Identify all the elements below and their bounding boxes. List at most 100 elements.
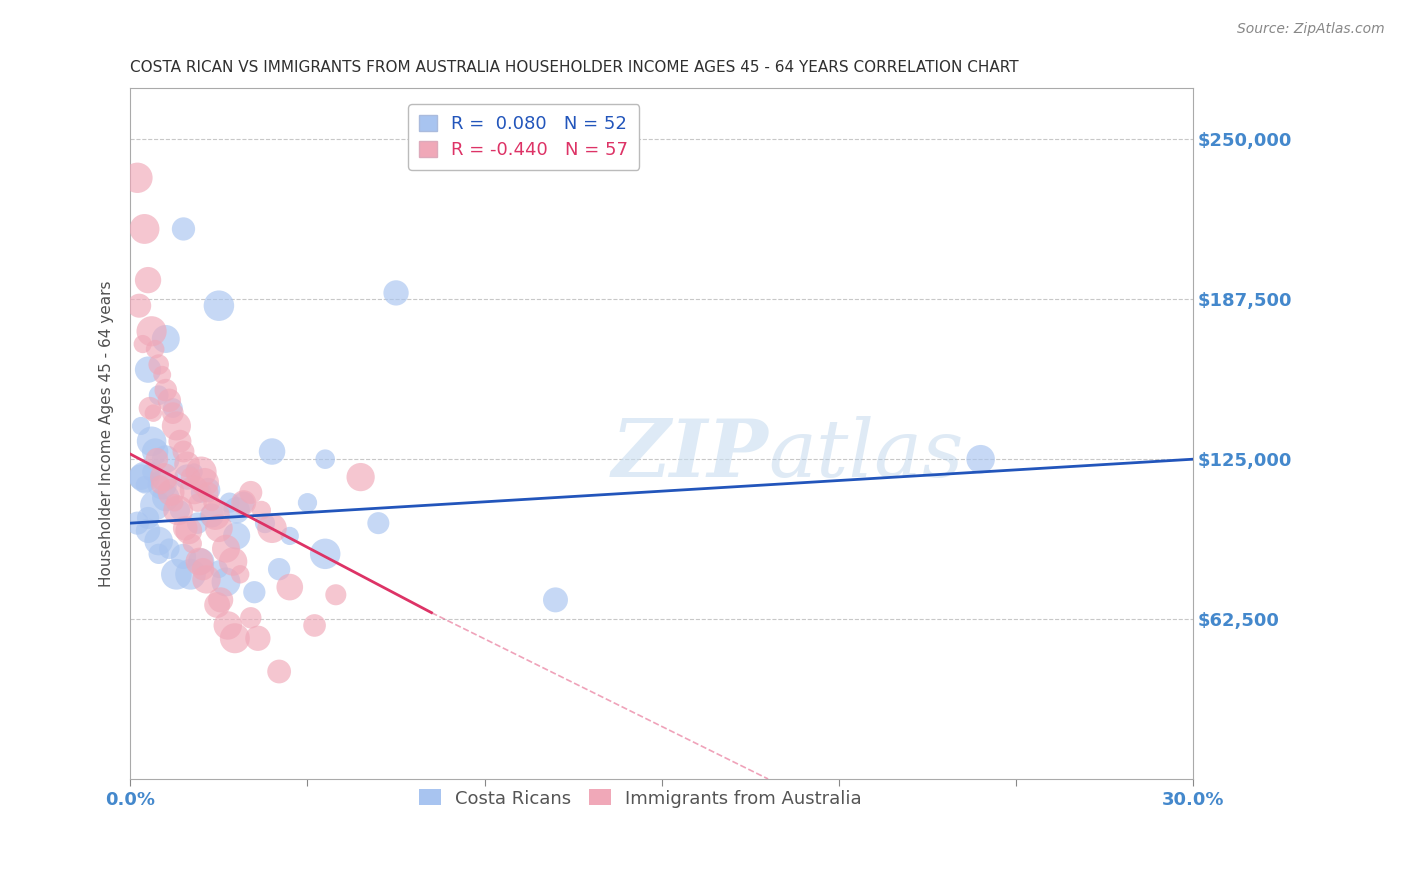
Point (127, 170, 149, 185)
Point (187, 496, 209, 510)
Point (132, 337, 155, 351)
Point (188, 554, 211, 568)
Point (224, 632, 246, 646)
Point (155, 383, 177, 397)
Y-axis label: Householder Income Ages 45 - 64 years: Householder Income Ages 45 - 64 years (100, 280, 114, 587)
Point (176, 470, 198, 484)
Point (246, 632, 269, 646)
Point (201, 496, 224, 510)
Point (180, 470, 202, 484)
Point (229, 567, 252, 582)
Point (208, 521, 231, 535)
Legend: Costa Ricans, Immigrants from Australia: Costa Ricans, Immigrants from Australia (412, 782, 869, 814)
Point (232, 496, 254, 510)
Point (239, 611, 262, 625)
Point (215, 541, 238, 556)
Point (176, 458, 198, 472)
Point (278, 529, 301, 543)
Point (163, 496, 186, 510)
Point (191, 562, 214, 576)
Point (143, 444, 166, 458)
Point (209, 593, 232, 607)
Point (153, 470, 176, 484)
Point (222, 554, 245, 568)
Point (148, 388, 170, 402)
Point (129, 419, 152, 434)
Point (544, 593, 567, 607)
Point (157, 541, 180, 556)
Point (148, 547, 170, 561)
Point (172, 444, 194, 458)
Point (129, 470, 152, 484)
Point (367, 516, 389, 530)
Point (218, 496, 240, 510)
Point (269, 665, 291, 679)
Point (139, 401, 162, 415)
Point (969, 452, 991, 467)
Point (142, 406, 165, 420)
Point (243, 585, 266, 599)
Point (177, 524, 200, 538)
Point (165, 419, 187, 434)
Point (239, 485, 262, 500)
Point (215, 574, 238, 589)
Point (143, 342, 166, 356)
Point (155, 332, 177, 346)
Point (225, 529, 247, 543)
Point (141, 324, 163, 338)
Point (148, 358, 170, 372)
Point (167, 503, 190, 517)
Point (134, 477, 156, 491)
Point (205, 598, 228, 612)
Point (127, 516, 149, 530)
Point (314, 452, 336, 467)
Point (134, 470, 156, 484)
Point (314, 547, 336, 561)
Point (150, 368, 173, 382)
Point (157, 393, 180, 408)
Point (208, 299, 231, 313)
Point (225, 503, 247, 517)
Point (349, 470, 371, 484)
Point (169, 434, 191, 449)
Point (304, 618, 326, 632)
Point (172, 222, 194, 236)
Point (162, 401, 184, 415)
Point (232, 496, 254, 510)
Point (141, 434, 163, 449)
Point (155, 491, 177, 505)
Point (187, 516, 209, 530)
Point (174, 521, 197, 535)
Point (136, 511, 159, 525)
Text: atlas: atlas (768, 416, 963, 493)
Point (190, 554, 212, 568)
Point (134, 222, 156, 236)
Point (148, 534, 170, 549)
Point (385, 285, 408, 300)
Point (195, 573, 218, 587)
Text: COSTA RICAN VS IMMIGRANTS FROM AUSTRALIA HOUSEHOLDER INCOME AGES 45 - 64 YEARS C: COSTA RICAN VS IMMIGRANTS FROM AUSTRALIA… (131, 60, 1019, 75)
Point (190, 485, 212, 500)
Point (141, 465, 163, 479)
Point (172, 549, 194, 564)
Point (325, 588, 347, 602)
Point (155, 452, 177, 467)
Point (197, 483, 219, 497)
Point (136, 524, 159, 538)
Point (160, 485, 183, 500)
Point (260, 521, 283, 535)
Point (149, 477, 172, 491)
Point (297, 496, 319, 510)
Point (183, 483, 205, 497)
Point (260, 444, 283, 458)
Point (201, 508, 224, 523)
Point (278, 580, 301, 594)
Text: ZIP: ZIP (612, 416, 768, 493)
Point (183, 465, 205, 479)
Text: Source: ZipAtlas.com: Source: ZipAtlas.com (1237, 22, 1385, 37)
Point (269, 562, 291, 576)
Point (150, 477, 173, 491)
Point (136, 362, 159, 376)
Point (128, 299, 150, 313)
Point (169, 503, 191, 517)
